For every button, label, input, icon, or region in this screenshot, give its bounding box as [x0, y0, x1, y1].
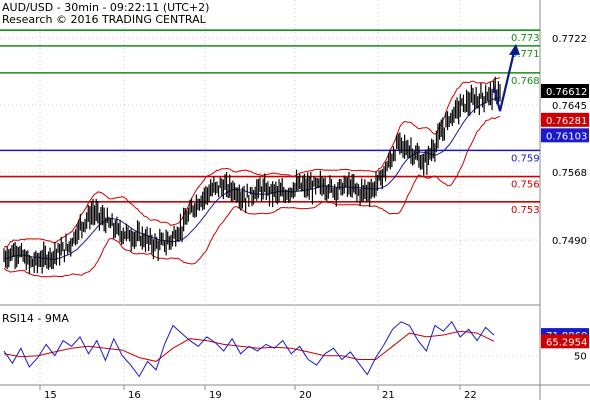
rsi-line	[3, 320, 495, 378]
rsi-ma-line	[3, 330, 495, 362]
rsi-badge: 65.2954	[546, 337, 587, 348]
price-badge: 0.76103	[546, 131, 587, 142]
price-tick-label: 0.7568	[552, 168, 587, 179]
rsi-tick-label: 50	[574, 352, 587, 363]
price-badge: 0.76612	[546, 87, 587, 98]
instrument-title: AUD/USD - 30min - 09:22:11 (UTC+2)	[2, 1, 210, 14]
time-tick-label: 15	[44, 390, 57, 400]
level-label: 0.753	[511, 205, 540, 216]
time-tick-label: 22	[464, 390, 477, 400]
level-label: 0.768	[511, 76, 540, 87]
time-tick-label: 20	[299, 390, 312, 400]
bollinger-upper	[3, 77, 501, 248]
price-tick-label: 0.7645	[552, 101, 587, 112]
level-label: 0.756	[511, 180, 540, 191]
price-badge-bg	[541, 128, 589, 143]
rsi-title: RSI14 - 9MA	[2, 312, 69, 325]
level-label: 0.759	[511, 153, 540, 164]
price-badge: 0.76281	[546, 116, 587, 127]
forecast-arrowhead	[509, 43, 520, 55]
time-tick-label: 19	[209, 390, 222, 400]
bollinger-lower	[3, 115, 501, 278]
time-tick-label: 16	[128, 390, 141, 400]
time-tick-label: 21	[382, 390, 395, 400]
copyright-text: Research © 2016 TRADING CENTRAL	[2, 13, 206, 26]
price-tick-label: 0.7490	[552, 236, 587, 247]
level-label: 0.773	[511, 33, 540, 44]
price-badge-bg	[541, 83, 589, 98]
rsi-badge-bg	[541, 334, 589, 349]
forecast-arrow	[492, 51, 516, 112]
price-tick-label: 0.7722	[552, 34, 587, 45]
price-badge-bg	[541, 112, 589, 127]
level-label: 0.771	[511, 49, 540, 60]
